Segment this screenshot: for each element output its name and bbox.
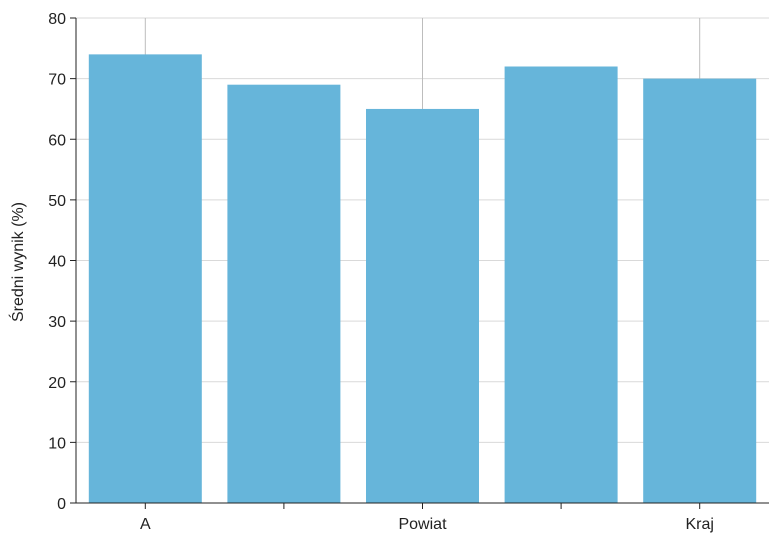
bar-layer xyxy=(88,54,757,503)
y-tick-labels: 0 10 20 30 40 50 60 70 80 xyxy=(48,11,66,513)
bar xyxy=(504,66,618,503)
y-tick-label: 70 xyxy=(48,72,66,89)
bar xyxy=(88,54,202,503)
y-tick-label: 80 xyxy=(48,11,66,28)
y-tick-label: 30 xyxy=(48,314,66,331)
axis-layer xyxy=(70,17,769,509)
x-tick-label: A xyxy=(140,516,151,533)
x-tick-labels: A Powiat Kraj xyxy=(140,516,714,533)
bar xyxy=(643,78,757,503)
bar xyxy=(366,108,479,503)
y-tick-label: 20 xyxy=(48,375,66,392)
y-tick-label: 40 xyxy=(48,254,66,271)
y-tick-label: 60 xyxy=(48,132,66,149)
x-tick-label: Kraj xyxy=(685,516,713,533)
x-tick-label: Powiat xyxy=(398,516,447,533)
bar xyxy=(227,84,341,503)
y-tick-label: 0 xyxy=(57,496,66,513)
y-axis-title: Średni wynik (%) xyxy=(8,202,27,322)
y-tick-label: 10 xyxy=(48,435,66,452)
y-tick-label: 50 xyxy=(48,193,66,210)
